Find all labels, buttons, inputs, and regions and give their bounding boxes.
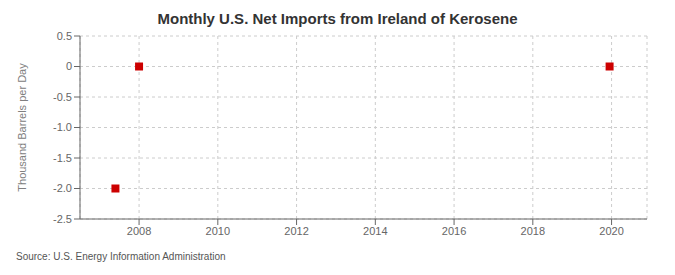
svg-text:-2.0: -2.0 bbox=[53, 182, 72, 194]
svg-text:2010: 2010 bbox=[206, 225, 230, 237]
svg-text:Thousand Barrels per Day: Thousand Barrels per Day bbox=[16, 63, 28, 192]
svg-text:2014: 2014 bbox=[363, 225, 387, 237]
svg-text:2020: 2020 bbox=[599, 225, 623, 237]
svg-text:-0.5: -0.5 bbox=[53, 91, 72, 103]
svg-text:2018: 2018 bbox=[521, 225, 545, 237]
svg-text:2008: 2008 bbox=[127, 225, 151, 237]
svg-text:-2.5: -2.5 bbox=[53, 213, 72, 225]
svg-text:0.5: 0.5 bbox=[57, 30, 72, 42]
svg-text:2016: 2016 bbox=[442, 225, 466, 237]
svg-text:0: 0 bbox=[66, 60, 72, 72]
svg-text:-1.5: -1.5 bbox=[53, 152, 72, 164]
svg-text:-1.0: -1.0 bbox=[53, 121, 72, 133]
svg-text:2012: 2012 bbox=[284, 225, 308, 237]
html-text:Source: U.S. Energy Informatio: Source: U.S. Energy Information Administ… bbox=[16, 251, 226, 262]
html-text:Monthly U.S. Net Imports from: Monthly U.S. Net Imports from Ireland of… bbox=[157, 10, 518, 27]
